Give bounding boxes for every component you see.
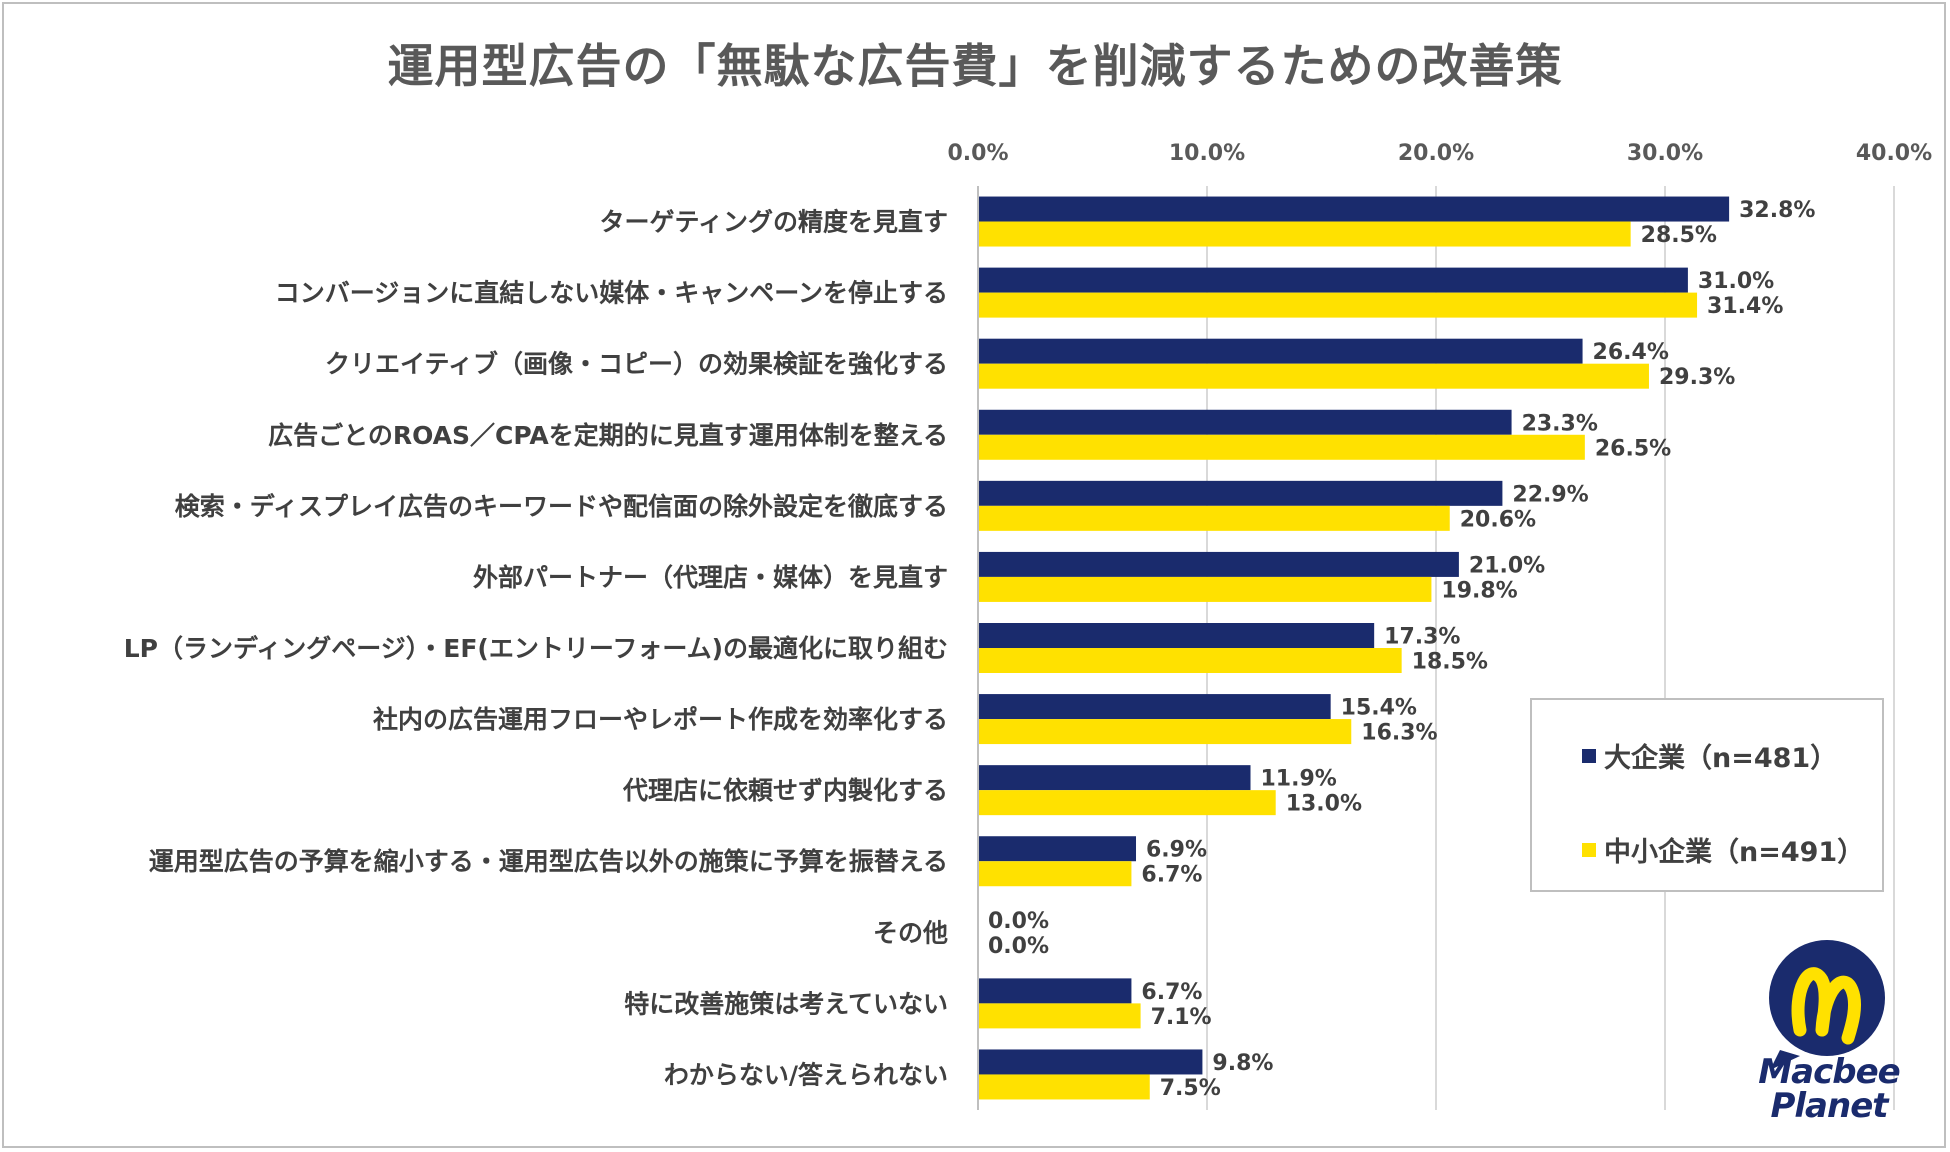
category-label: 外部パートナー（代理店・媒体）を見直す [473,563,948,592]
bar-small [978,719,1352,745]
data-label-small: 19.8% [1441,578,1517,603]
bar-small [978,790,1276,816]
data-label-large: 6.7% [1141,980,1202,1005]
legend-swatch-small [1582,842,1596,857]
bar-small [978,576,1432,602]
data-label-large: 31.0% [1698,269,1774,294]
legend-item-small: 中小企業（n=491） [1582,830,1864,869]
bar-large [978,196,1730,222]
macbee-planet-logo-icon [1769,940,1885,1070]
data-label-small: 7.5% [1160,1076,1221,1101]
bar-small [978,434,1585,460]
category-label: LP（ランディングページ）・EF(エントリーフォーム)の最適化に取り組む [124,634,948,663]
category-label: わからない/答えられない [664,1060,948,1089]
data-label-large: 23.3% [1522,411,1598,436]
logo-text-planet: Planet [1770,1086,1888,1126]
data-label-small: 31.4% [1707,294,1783,319]
data-label-small: 0.0% [988,934,1049,959]
category-label: コンバージョンに直結しない媒体・キャンペーンを停止する [275,279,948,308]
category-label: 検索・ディスプレイ広告のキーワードや配信面の除外設定を徹底する [175,492,948,521]
data-label-large: 11.9% [1261,767,1337,792]
x-tick-label: 30.0% [1627,141,1703,166]
bar-small [978,292,1698,318]
x-tick-label: 0.0% [947,141,1008,166]
bar-large [978,338,1583,364]
bar-large [978,551,1459,577]
data-label-large: 0.0% [988,909,1049,934]
chart-title: 運用型広告の「無駄な広告費」を削減するための改善策 [387,39,1563,93]
bar-small [978,1074,1150,1100]
bar-small [978,1003,1141,1029]
data-label-small: 18.5% [1412,650,1488,675]
legend-item-large: 大企業（n=481） [1582,736,1837,775]
category-label: ターゲティングの精度を見直す [599,208,948,237]
data-label-small: 7.1% [1151,1005,1212,1030]
data-label-large: 6.9% [1146,838,1207,863]
category-label: その他 [873,918,948,947]
category-label: クリエイティブ（画像・コピー）の効果検証を強化する [325,350,948,379]
data-label-large: 15.4% [1341,696,1417,721]
bar-large [978,267,1688,293]
bar-large [978,836,1137,862]
legend-label-small: 中小企業（n=491） [1604,837,1865,868]
x-tick-label: 40.0% [1856,141,1932,166]
data-label-large: 22.9% [1512,482,1588,507]
category-label: 広告ごとのROAS／CPAを定期的に見直す運用体制を整える [268,421,948,450]
category-label: 運用型広告の予算を縮小する・運用型広告以外の施策に予算を振替える [149,847,948,876]
data-label-large: 26.4% [1593,340,1669,365]
data-label-large: 32.8% [1739,198,1815,223]
bar-small [978,505,1450,531]
category-label: 社内の広告運用フローやレポート作成を効率化する [373,705,948,734]
legend-label-large: 大企業（n=481） [1604,743,1838,774]
bar-large [978,623,1375,648]
data-label-small: 28.5% [1641,223,1717,248]
data-label-large: 9.8% [1212,1051,1273,1076]
data-label-small: 29.3% [1659,365,1735,390]
data-label-small: 26.5% [1595,436,1671,461]
bar-small [978,648,1402,673]
x-tick-label: 10.0% [1169,141,1245,166]
data-label-small: 6.7% [1141,863,1202,888]
bar-small [978,221,1631,247]
x-tick-label: 20.0% [1398,141,1474,166]
data-label-large: 21.0% [1469,553,1545,578]
logo-text-macbee: Macbee [1758,1052,1900,1092]
bar-large [978,978,1132,1004]
bar-small [978,861,1132,887]
category-label: 特に改善施策は考えていない [624,989,948,1018]
legend-swatch-large [1582,748,1596,763]
bar-large [978,1049,1203,1075]
data-label-large: 17.3% [1384,625,1460,650]
bar-large [978,765,1251,791]
bar-large [978,480,1503,506]
bar-small [978,363,1649,389]
data-label-small: 13.0% [1286,792,1362,817]
data-label-small: 20.6% [1460,507,1536,532]
bar-large [978,694,1331,720]
data-label-small: 16.3% [1361,721,1437,746]
legend: 大企業（n=481） 中小企業（n=491） [1530,698,1884,892]
category-label: 代理店に依頼せず内製化する [622,776,948,805]
bar-large [978,409,1512,435]
